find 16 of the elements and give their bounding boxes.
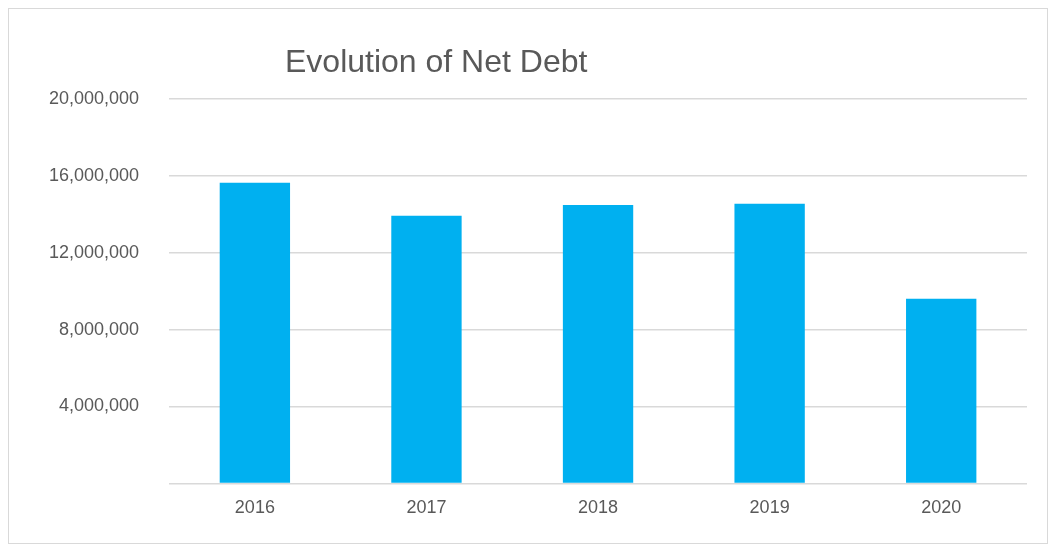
x-tick-label: 2017 xyxy=(406,497,447,518)
y-tick-label: 4,000,000 xyxy=(59,395,140,416)
bar xyxy=(734,203,805,483)
y-tick-label: 20,000,000 xyxy=(48,87,140,108)
x-tick-label: 2018 xyxy=(578,497,619,518)
bar xyxy=(906,298,977,483)
x-tick-label: 2020 xyxy=(921,497,962,518)
y-tick-label: 12,000,000 xyxy=(48,241,140,262)
bar xyxy=(562,204,634,483)
x-tick-label: 2019 xyxy=(749,497,790,518)
y-tick-label: 8,000,000 xyxy=(59,318,140,339)
bar xyxy=(219,182,291,483)
y-tick-label: 16,000,000 xyxy=(48,164,140,185)
bar xyxy=(391,215,462,483)
chart-title: Evolution of Net Debt xyxy=(285,43,588,80)
x-tick-label: 2016 xyxy=(234,497,275,518)
